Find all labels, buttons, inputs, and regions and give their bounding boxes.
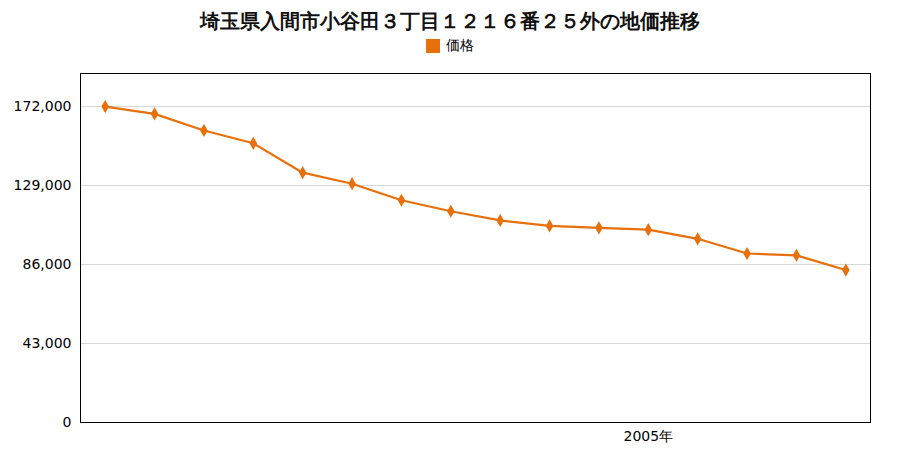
svg-text:0: 0 bbox=[63, 414, 72, 430]
svg-text:172,000: 172,000 bbox=[14, 98, 72, 114]
html-text:埼玉県入間市小谷田３丁目１２１６番２５外の地価推移: 埼玉県入間市小谷田３丁目１２１６番２５外の地価推移 bbox=[200, 9, 700, 33]
svg-text:129,000: 129,000 bbox=[14, 177, 72, 193]
svg-text:43,000: 43,000 bbox=[23, 335, 72, 351]
svg-text:2005年: 2005年 bbox=[623, 428, 673, 444]
html-text:価格: 価格 bbox=[446, 37, 474, 53]
svg-text:86,000: 86,000 bbox=[23, 256, 72, 272]
